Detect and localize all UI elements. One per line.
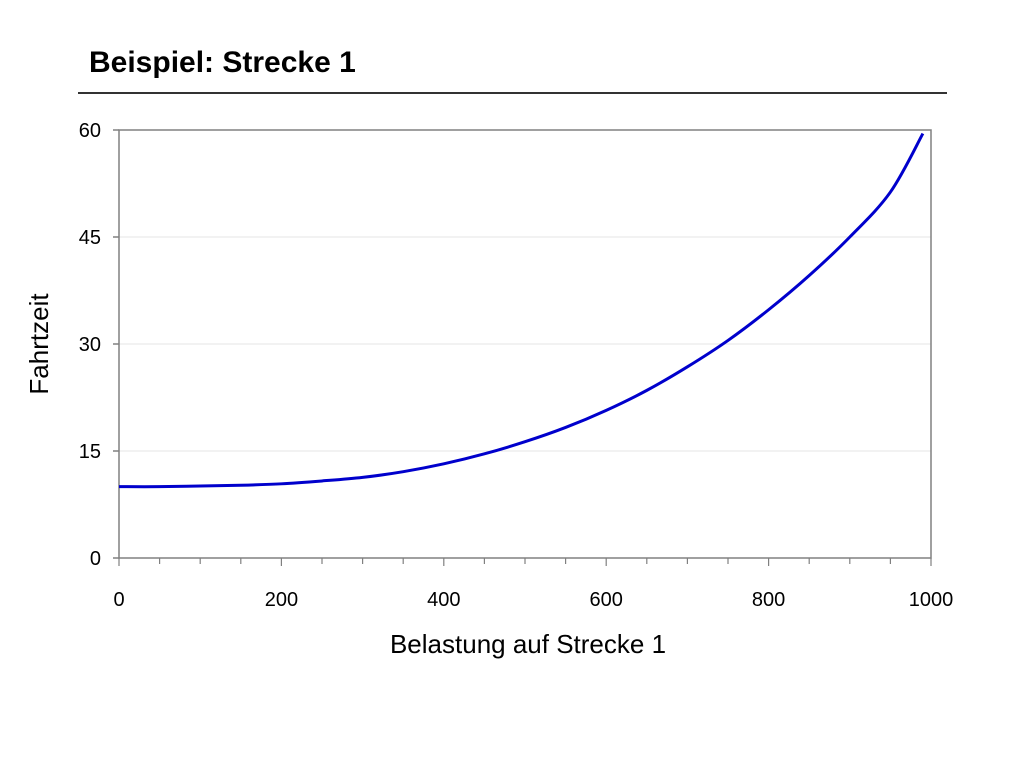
x-tick-label: 0 bbox=[113, 589, 124, 611]
slide-title: Beispiel: Strecke 1 bbox=[89, 46, 356, 79]
y-tick-label: 0 bbox=[90, 548, 101, 570]
x-tick-label: 1000 bbox=[909, 589, 954, 611]
y-tick-label: 15 bbox=[79, 441, 101, 463]
grid-lines bbox=[119, 236, 931, 452]
y-tick-label: 60 bbox=[79, 120, 101, 142]
title-divider bbox=[78, 92, 947, 94]
series-layer bbox=[118, 132, 925, 489]
x-tick-label: 800 bbox=[752, 589, 785, 611]
x-axis-title: Belastung auf Strecke 1 bbox=[390, 629, 666, 659]
x-tick-label: 600 bbox=[590, 589, 623, 611]
axis-ticks bbox=[113, 129, 932, 566]
x-tick-label: 400 bbox=[427, 589, 460, 611]
y-axis-title: Fahrtzeit bbox=[24, 293, 54, 395]
y-tick-label: 45 bbox=[79, 227, 101, 249]
x-tick-label: 200 bbox=[265, 589, 298, 611]
series-line bbox=[118, 132, 925, 489]
y-tick-label: 30 bbox=[79, 334, 101, 356]
